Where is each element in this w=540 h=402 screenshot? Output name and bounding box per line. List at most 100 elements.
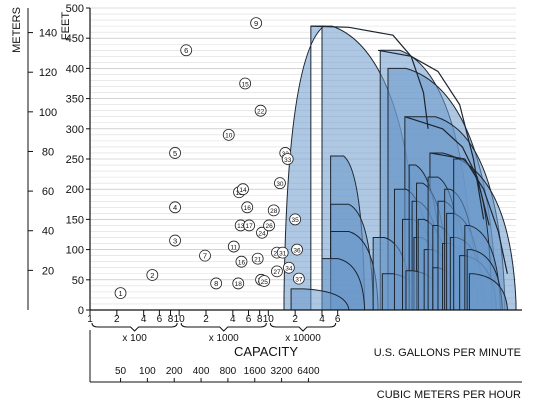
x-bracket xyxy=(269,322,337,332)
pump-badge-circle xyxy=(258,275,271,287)
envelope-curve-1 xyxy=(310,25,429,129)
pump-badge-label: 16 xyxy=(238,259,246,266)
x-tick-label: 10 xyxy=(174,314,186,325)
pump-badge-circle xyxy=(180,44,193,57)
pump-badge-circle xyxy=(169,201,181,214)
x-bracket xyxy=(180,322,267,332)
pump-badge-circle xyxy=(282,261,295,274)
pump-badge-circle xyxy=(289,213,302,226)
x2-tick-label: 400 xyxy=(193,366,210,377)
y2-tick-label: 120 xyxy=(39,67,57,79)
pump-badge-label: 16 xyxy=(244,205,252,212)
pump-badge-circle xyxy=(199,249,211,262)
pump-badge-circle xyxy=(232,277,245,290)
x-multiplier-label: x 100 xyxy=(122,333,147,344)
pump-badge-circle xyxy=(267,204,280,217)
y2-tick-label: 20 xyxy=(42,265,54,277)
pump-badge-circle xyxy=(241,201,254,214)
pump-badge-label: 24 xyxy=(258,230,266,237)
pump-badge-label: 28 xyxy=(270,208,278,215)
y2-tick-label: 100 xyxy=(39,107,57,119)
pump-badge-circle xyxy=(227,240,240,253)
envelope-curve-4 xyxy=(429,152,508,274)
x-tick-label: 1 xyxy=(87,314,93,325)
y-tick-label: 150 xyxy=(66,214,84,226)
x-bracket xyxy=(91,322,178,332)
x-multiplier-label: x 10000 xyxy=(285,333,321,344)
pump-badge-circle xyxy=(235,255,248,268)
x-tick-label: 2 xyxy=(203,314,209,325)
pump-badge-circle xyxy=(237,183,249,196)
pump-badge-label: 3 xyxy=(173,236,177,245)
x-tick-label: 8 xyxy=(168,314,174,325)
pump-badge-label: 31 xyxy=(279,250,287,257)
pump-badge-label: 15 xyxy=(242,81,250,88)
pump-badge-label: 27 xyxy=(273,269,281,276)
pump-badge-circle xyxy=(281,153,294,165)
pump-badge-circle xyxy=(254,104,267,117)
x-tick-label: 2 xyxy=(292,314,298,325)
pump-badge-circle xyxy=(274,177,286,190)
y2-tick-label: 140 xyxy=(39,28,57,40)
y-tick-label: 200 xyxy=(66,184,84,196)
y-tick-label: 450 xyxy=(66,33,84,45)
x-tick-label: 10 xyxy=(263,314,275,325)
pump-badge-label: 25 xyxy=(261,279,269,286)
pump-badge-label: 37 xyxy=(295,276,303,283)
pump-badge-circle xyxy=(292,272,305,285)
x-tick-label: 6 xyxy=(335,314,341,325)
x-tick-label: 6 xyxy=(157,314,163,325)
pump-badge-circle xyxy=(146,269,159,281)
x-multiplier-label: x 1000 xyxy=(209,333,239,344)
y2-tick-label: 60 xyxy=(42,186,54,198)
x-axis-title: CAPACITY xyxy=(234,344,298,359)
y2-tick-label: 40 xyxy=(42,226,54,238)
x-tick-label: 6 xyxy=(246,314,252,325)
envelope-base-small xyxy=(283,25,326,311)
x-tick-label: 8 xyxy=(257,314,263,325)
y2-tick-label: 80 xyxy=(42,146,54,158)
pump-badge-label: 2 xyxy=(150,271,154,280)
region-37 xyxy=(468,273,508,311)
pump-badge-label: 11 xyxy=(230,244,237,251)
pump-badge-circle xyxy=(276,246,289,259)
x2-tick-label: 100 xyxy=(139,366,156,377)
x2-tick-label: 6400 xyxy=(297,366,320,377)
y-tick-label: 50 xyxy=(72,275,84,287)
pump-badge-circle xyxy=(239,77,252,90)
pump-badge-label: 4 xyxy=(173,203,177,212)
axis-text-layer: FEET METERS CAPACITY U.S. GALLONS PER MI… xyxy=(11,7,521,401)
pump-badge-label: 17 xyxy=(246,223,254,230)
pump-badge-label: 5 xyxy=(173,149,177,158)
y-tick-label: 0 xyxy=(78,305,84,317)
pump-badge-label: 6 xyxy=(184,46,188,55)
y2-axis-title: METERS xyxy=(11,7,23,53)
pump-badge-label: 30 xyxy=(276,181,284,188)
pump-badge-label: 13 xyxy=(237,223,245,230)
pump-badge-label: 9 xyxy=(254,19,258,28)
y-tick-label: 500 xyxy=(66,3,84,15)
pump-badge-circle xyxy=(243,219,256,232)
x-axis-unit-label: U.S. GALLONS PER MINUTE xyxy=(374,347,521,359)
pump-badge-label: 33 xyxy=(284,157,292,164)
region-1 xyxy=(290,288,350,311)
pump-badge-label: 35 xyxy=(292,217,300,224)
x-tick-label: 4 xyxy=(319,314,325,325)
pump-badge-circle xyxy=(271,265,283,278)
x2-tick-label: 3200 xyxy=(270,366,293,377)
x-tick-label: 4 xyxy=(141,314,147,325)
pump-badge-label: 36 xyxy=(293,247,301,254)
x-tick-label: 4 xyxy=(230,314,236,325)
pump-badge-circle xyxy=(263,219,275,232)
y-tick-label: 300 xyxy=(66,124,84,136)
x2-tick-label: 50 xyxy=(115,366,127,377)
y-tick-label: 350 xyxy=(66,94,84,106)
envelope-curve-3 xyxy=(404,116,490,226)
pump-badge-label: 21 xyxy=(254,256,262,263)
pump-badge-circle xyxy=(250,17,263,30)
x2-axis-title: CUBIC METERS PER HOUR xyxy=(377,389,521,401)
x2-tick-label: 1600 xyxy=(244,366,267,377)
y-tick-label: 250 xyxy=(66,154,84,166)
pump-badge-circle xyxy=(114,287,127,299)
